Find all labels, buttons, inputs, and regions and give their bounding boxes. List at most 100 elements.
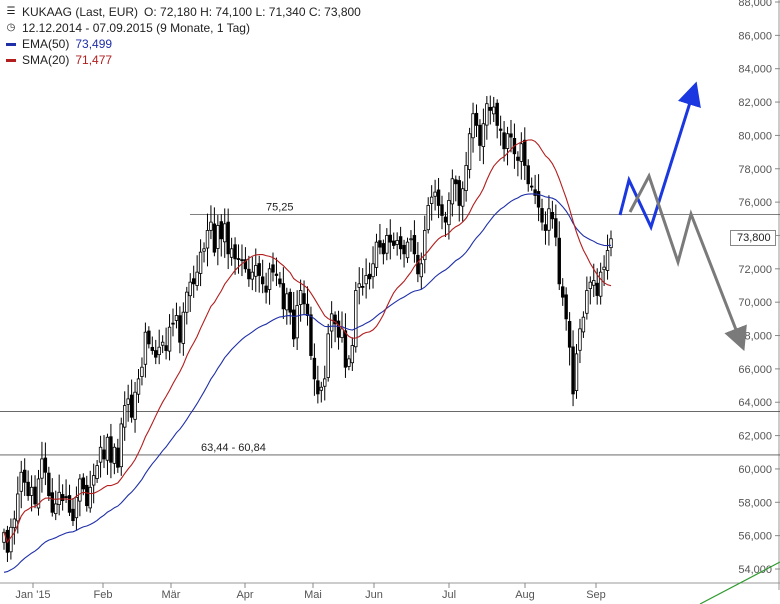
y-tick-label: 56,000: [738, 531, 772, 543]
ema-label: EMA(50): [22, 37, 70, 51]
candle-body: [495, 102, 499, 126]
x-tick-label: Apr: [236, 589, 253, 601]
y-tick-label: 60,000: [738, 464, 772, 476]
candle-body: [574, 353, 579, 392]
moving-averages: [3, 139, 612, 573]
candle-body: [571, 346, 575, 395]
candle-body: [209, 221, 213, 231]
candle-body: [88, 486, 92, 509]
candle-body: [581, 316, 586, 333]
candle-body: [109, 436, 113, 463]
y-tick-label: 86,000: [738, 30, 772, 42]
sma-label: SMA(20): [22, 53, 70, 67]
candle-body: [278, 278, 282, 285]
candle-body: [543, 224, 548, 231]
candle-body: [354, 290, 358, 348]
candle-body: [323, 378, 327, 387]
legend-ema-row[interactable]: EMA(50) 73,499: [4, 36, 361, 52]
candle-body: [298, 290, 303, 305]
y-tick-label: 78,000: [738, 164, 772, 176]
candle-body: [123, 405, 127, 428]
candle-body: [436, 189, 441, 206]
candle-body: [412, 235, 417, 255]
candle-body: [450, 178, 455, 205]
candle-body: [367, 273, 372, 280]
candle-body: [16, 493, 20, 522]
candle-body: [374, 241, 379, 268]
candle-body: [143, 331, 148, 365]
candle-body: [433, 191, 437, 197]
candle-body: [350, 345, 355, 364]
candle-body: [119, 423, 123, 468]
candle-body: [523, 139, 527, 166]
candle-body: [36, 478, 41, 509]
candle-body: [564, 294, 568, 320]
level-label: 63,44 - 60,84: [201, 442, 266, 454]
candle-body: [505, 133, 510, 149]
candle-body: [602, 266, 606, 271]
candle-body: [595, 282, 599, 296]
candle-body: [467, 133, 472, 170]
candle-body: [309, 314, 313, 356]
gray-down-scenario-arrow: [628, 172, 747, 352]
candle-body: [447, 200, 451, 226]
candle-body: [271, 264, 275, 273]
candle-body: [357, 283, 361, 288]
candle-body: [385, 235, 389, 254]
candle-body: [254, 265, 258, 277]
blue-up-scenario-arrow: [618, 81, 701, 232]
candle-body: [423, 230, 427, 261]
candle-body: [329, 313, 334, 332]
candle-body: [502, 132, 506, 150]
y-tick-label: 80,000: [738, 130, 772, 142]
candle-body: [540, 208, 544, 223]
candle-body: [526, 165, 530, 185]
x-tick-label: Mai: [304, 589, 322, 601]
candle-body: [74, 496, 79, 519]
candle-body: [226, 221, 230, 255]
candle-body: [116, 447, 120, 468]
x-tick-label: Jul: [442, 589, 456, 601]
candle-body: [457, 180, 461, 206]
candle-body: [481, 123, 486, 148]
y-tick-label: 58,000: [738, 497, 772, 509]
candle-body: [392, 240, 396, 246]
scenario-arrows: [618, 81, 747, 352]
candle-body: [281, 283, 286, 310]
candle-body: [316, 380, 320, 395]
candle-body: [257, 263, 261, 276]
candle-body: [336, 320, 341, 338]
candle-body: [440, 204, 444, 216]
candle-body: [205, 230, 210, 249]
candle-body: [536, 191, 541, 208]
candle-body: [95, 465, 99, 479]
y-axis: 54,000 56,000 58,000 60,000 62,000 64,000 66,0…: [738, 0, 780, 590]
x-tick-label: Feb: [94, 589, 113, 601]
legend-sma-row[interactable]: SMA(20) 71,477: [4, 52, 361, 68]
candle-body: [43, 457, 48, 473]
candle-body: [419, 263, 424, 278]
candle-body: [154, 350, 158, 358]
candle-body: [264, 285, 268, 293]
candle-body: [274, 273, 279, 276]
candle-body: [326, 333, 330, 378]
candle-body: [22, 469, 27, 483]
candle-body: [585, 290, 589, 314]
candle-body: [498, 128, 503, 131]
candle-body: [216, 225, 220, 249]
candle-body: [312, 357, 317, 380]
y-tick-label: 72,000: [738, 264, 772, 276]
candle-body: [267, 268, 272, 290]
x-tick-label: Jun: [365, 589, 383, 601]
candle-body: [240, 259, 244, 262]
candle-body: [60, 494, 65, 502]
candle-body: [529, 185, 534, 188]
y-tick-label: 54,000: [738, 564, 772, 576]
candle-body: [150, 346, 155, 351]
candle-body: [302, 293, 306, 305]
y-tick-label: 66,000: [738, 364, 772, 376]
y-tick-label: 64,000: [738, 397, 772, 409]
sma-20-line: [3, 139, 612, 544]
sma-swatch: [6, 58, 16, 62]
